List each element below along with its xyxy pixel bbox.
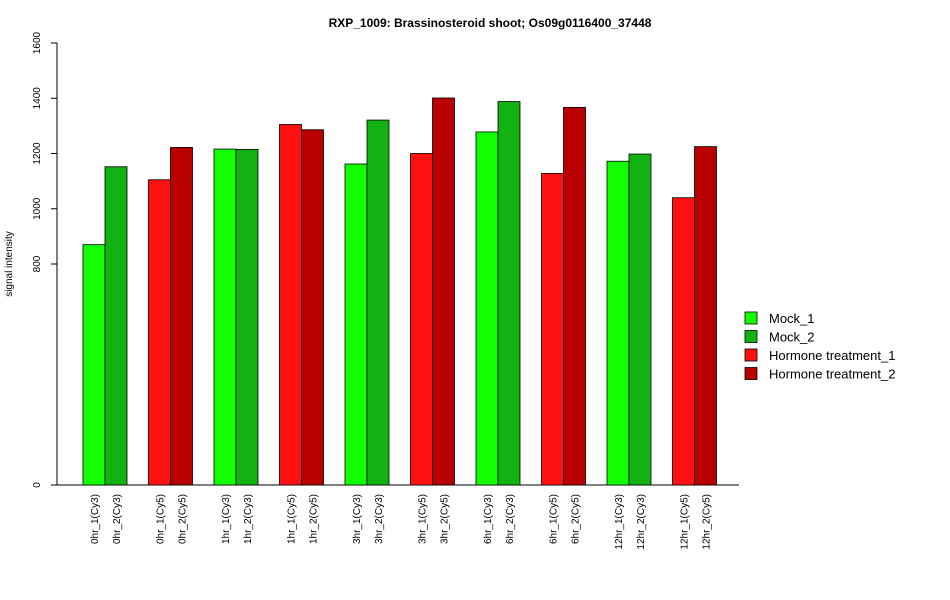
bars xyxy=(82,97,717,486)
x-tick-label: 0hr_2(Cy3) xyxy=(112,494,123,544)
legend-swatch xyxy=(744,311,758,325)
x-tick-label: 12hr_1(Cy5) xyxy=(680,494,691,550)
y-tick-label: 1000 xyxy=(32,197,43,220)
y-tick-label: 0 xyxy=(32,482,43,488)
bar xyxy=(213,148,237,486)
legend-swatch xyxy=(744,330,758,343)
legend-label: Hormone treatment_2 xyxy=(769,367,895,382)
x-tick-label: 3hr_2(Cy3) xyxy=(374,494,385,544)
y-axis: 0 800 1000 1200 1400 1600 xyxy=(32,31,58,488)
bar xyxy=(432,97,455,486)
bar xyxy=(170,147,193,486)
bar xyxy=(694,146,717,486)
x-tick-label: 0hr_2(Cy5) xyxy=(178,494,189,544)
bar xyxy=(344,163,368,486)
x-tick-label: 6hr_2(Cy5) xyxy=(571,494,582,544)
bar xyxy=(497,101,521,486)
x-tick-labels: 0hr_1(Cy3) 0hr_2(Cy3) 0hr_1(Cy5) 0hr_2(Cy5)… xyxy=(90,494,713,550)
x-tick-label: 3hr_1(Cy5) xyxy=(418,494,429,544)
x-tick-label: 3hr_1(Cy3) xyxy=(352,494,363,544)
y-tick-label: 800 xyxy=(32,255,43,272)
bar xyxy=(148,179,171,486)
bar xyxy=(672,197,695,486)
x-tick-label: 0hr_1(Cy3) xyxy=(90,494,101,544)
chart-title: RXP_1009: Brassinosteroid shoot; Os09g01… xyxy=(329,16,652,30)
x-tick-label: 1hr_1(Cy3) xyxy=(221,494,232,544)
bar xyxy=(541,172,564,486)
bar xyxy=(606,160,630,486)
bar xyxy=(628,153,652,486)
x-tick-label: 12hr_2(Cy5) xyxy=(702,494,713,550)
bar xyxy=(366,119,390,486)
x-tick-label: 1hr_1(Cy5) xyxy=(287,494,298,544)
x-tick-label: 12hr_1(Cy3) xyxy=(614,494,625,550)
bar xyxy=(279,124,302,486)
legend-label: Hormone treatment_1 xyxy=(769,348,895,363)
legend: Mock_1 Mock_2 Hormone treatment_1 Hormone t… xyxy=(744,311,895,382)
y-axis-label: signal intensity xyxy=(4,231,15,297)
x-tick-label: 6hr_2(Cy3) xyxy=(505,494,516,544)
legend-label: Mock_2 xyxy=(769,330,815,345)
legend-swatch xyxy=(744,348,758,362)
x-tick-label: 3hr_2(Cy5) xyxy=(440,494,451,544)
x-tick-label: 12hr_2(Cy3) xyxy=(636,494,647,550)
bar xyxy=(563,106,586,486)
y-tick-label: 1200 xyxy=(32,142,43,165)
bar xyxy=(475,131,499,486)
bar xyxy=(301,129,324,486)
y-tick-label: 1600 xyxy=(32,31,43,54)
bar xyxy=(235,148,259,486)
x-tick-label: 6hr_1(Cy3) xyxy=(483,494,494,544)
x-tick-label: 1hr_2(Cy3) xyxy=(243,494,254,544)
legend-label: Mock_1 xyxy=(769,311,815,326)
bar xyxy=(410,153,433,486)
y-tick-label: 1400 xyxy=(32,87,43,110)
x-tick-label: 0hr_1(Cy5) xyxy=(156,494,167,544)
x-tick-label: 6hr_1(Cy5) xyxy=(549,494,560,544)
x-tick-label: 1hr_2(Cy5) xyxy=(309,494,320,544)
legend-swatch xyxy=(744,367,758,380)
bar xyxy=(82,244,106,486)
bar xyxy=(104,166,128,486)
